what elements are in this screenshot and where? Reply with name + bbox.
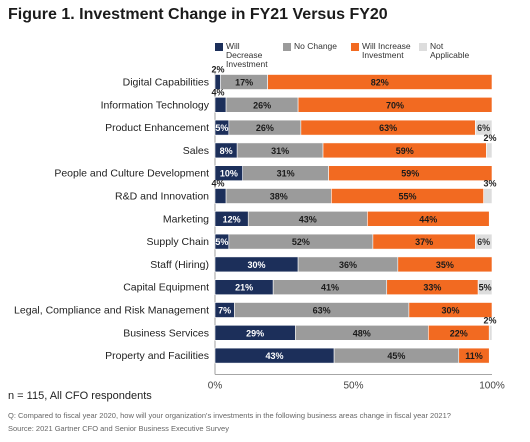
category-label: Staff (Hiring) xyxy=(150,259,209,271)
sample-size-note: n = 115, All CFO respondents xyxy=(8,390,152,402)
bar-segment-not_applicable xyxy=(475,233,493,250)
data-label: 48% xyxy=(353,328,371,338)
data-label: 45% xyxy=(387,351,405,361)
bar-segment-decrease xyxy=(214,97,227,113)
data-label: 2% xyxy=(211,65,224,75)
data-label: 7% xyxy=(218,306,231,316)
x-tick-label: 0% xyxy=(208,380,223,391)
legend-label-decrease: Will Decrease Investment xyxy=(226,41,268,69)
data-label: 26% xyxy=(256,123,274,133)
data-label: 44% xyxy=(419,214,437,224)
legend-swatch-not-applicable xyxy=(419,43,427,51)
data-label: 30% xyxy=(248,260,266,270)
legend-label-no-change: No Change xyxy=(294,41,338,51)
data-label: 5% xyxy=(479,283,492,293)
bar-segment-not_applicable xyxy=(477,279,493,296)
legend-item-not-applicable: Not Applicable xyxy=(419,42,479,69)
category-label: Capital Equipment xyxy=(123,282,209,294)
x-tick-label: 100% xyxy=(479,380,505,391)
data-label: 6% xyxy=(477,123,490,133)
category-label: Sales xyxy=(183,145,209,157)
bar-segment-increase xyxy=(267,74,493,90)
data-label: 5% xyxy=(215,237,228,247)
category-label: Legal, Compliance and Risk Management xyxy=(14,305,209,317)
data-label: 22% xyxy=(450,328,468,338)
data-label: 6% xyxy=(477,237,490,247)
legend-item-increase: Will Increase Investment xyxy=(351,42,411,69)
data-label: 36% xyxy=(339,260,357,270)
category-label: Supply Chain xyxy=(147,236,210,248)
data-label: 59% xyxy=(396,146,414,156)
bar-segment-increase xyxy=(397,256,493,273)
bar-segment-increase xyxy=(408,302,493,318)
data-label: 70% xyxy=(386,100,404,110)
chart-legend: Will Decrease Investment No Change Will … xyxy=(215,42,479,69)
data-label: 55% xyxy=(399,192,417,202)
legend-label-not-applicable: Not Applicable xyxy=(430,41,470,60)
category-label: R&D and Innovation xyxy=(115,191,209,203)
legend-label-increase: Will Increase Investment xyxy=(362,41,411,60)
data-label: 2% xyxy=(483,133,496,143)
data-label: 3% xyxy=(483,179,496,189)
bar-segment-not_applicable xyxy=(475,119,493,136)
legend-swatch-increase xyxy=(351,43,359,51)
data-label: 17% xyxy=(235,78,253,88)
legend-swatch-no-change xyxy=(283,43,291,51)
category-label: People and Culture Development xyxy=(54,168,209,180)
data-label: 43% xyxy=(299,214,317,224)
bar-segment-increase xyxy=(297,97,493,113)
category-label: Digital Capabilities xyxy=(123,77,209,89)
data-label: 4% xyxy=(211,179,224,189)
data-label: 5% xyxy=(215,123,228,133)
data-label: 11% xyxy=(465,351,483,361)
data-label: 43% xyxy=(266,351,284,361)
data-label: 38% xyxy=(270,192,288,202)
data-label: 52% xyxy=(292,237,310,247)
data-label: 82% xyxy=(371,78,389,88)
survey-question: Q: Compared to fiscal year 2020, how wil… xyxy=(8,411,451,420)
data-label: 37% xyxy=(415,237,433,247)
x-tick-label: 50% xyxy=(343,380,363,391)
bar-segment-increase xyxy=(328,165,493,181)
category-label: Information Technology xyxy=(101,99,210,111)
data-label: 33% xyxy=(423,283,441,293)
data-label: 35% xyxy=(436,260,454,270)
data-label: 31% xyxy=(271,146,289,156)
data-label: 41% xyxy=(321,283,339,293)
data-label: 30% xyxy=(441,306,459,316)
bar-segment-decrease xyxy=(214,188,227,204)
data-label: 59% xyxy=(401,169,419,179)
data-label: 4% xyxy=(211,87,224,97)
category-label: Marketing xyxy=(163,213,209,225)
bar-segment-increase xyxy=(367,211,490,227)
bar-segment-not_applicable xyxy=(486,142,493,159)
data-label: 26% xyxy=(253,100,271,110)
bar-segment-not_applicable xyxy=(483,188,493,204)
data-label: 63% xyxy=(313,306,331,316)
bar-segment-not_applicable xyxy=(488,324,493,341)
data-label: 29% xyxy=(246,328,264,338)
data-label: 63% xyxy=(379,123,397,133)
data-label: 2% xyxy=(483,315,496,325)
source-note: Source: 2021 Gartner CFO and Senior Busi… xyxy=(8,424,229,433)
legend-item-no-change: No Change xyxy=(283,42,343,69)
data-label: 12% xyxy=(223,214,241,224)
legend-item-decrease: Will Decrease Investment xyxy=(215,42,275,69)
data-label: 21% xyxy=(235,283,253,293)
data-label: 10% xyxy=(220,169,238,179)
category-label: Business Services xyxy=(123,327,209,339)
category-label: Property and Facilities xyxy=(105,350,209,362)
category-label: Product Enhancement xyxy=(105,122,209,134)
data-label: 31% xyxy=(277,169,295,179)
legend-swatch-decrease xyxy=(215,43,223,51)
bar-segment-increase xyxy=(458,347,490,364)
chart-title: Figure 1. Investment Change in FY21 Vers… xyxy=(8,6,388,23)
data-label: 8% xyxy=(220,146,233,156)
